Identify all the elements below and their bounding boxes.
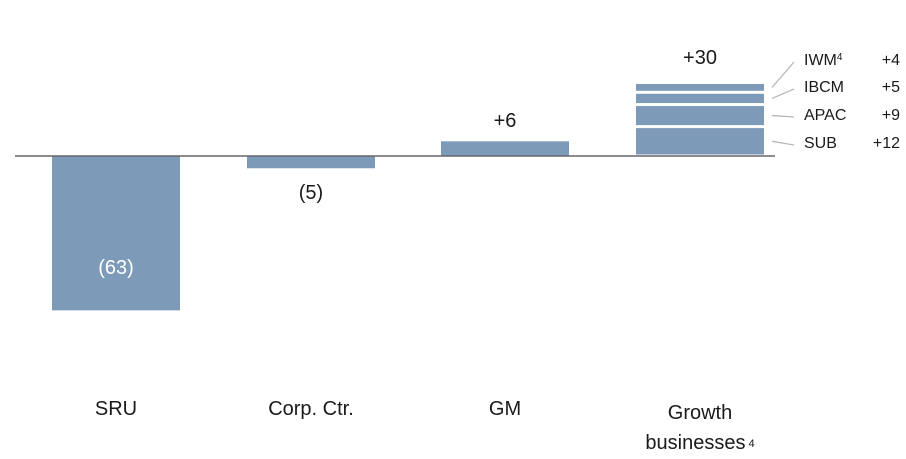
bar-corp-ctr bbox=[247, 156, 375, 169]
category-label-sru: SRU bbox=[94, 398, 138, 420]
segment-value-ibcm: +5 bbox=[881, 79, 900, 96]
leader-line-sub bbox=[771, 140, 795, 146]
value-label-gm: +6 bbox=[493, 110, 517, 133]
category-label-growth-businesses: Growth businesses 4 bbox=[645, 402, 755, 454]
category-label-gm: GM bbox=[488, 398, 522, 420]
bars-layer bbox=[52, 84, 764, 311]
value-label-sru: (63) bbox=[98, 256, 134, 279]
leader-line-apac bbox=[771, 114, 795, 118]
segment-label-ibcm: IBCM bbox=[804, 79, 844, 96]
segment-value-iwm: +4 bbox=[881, 52, 900, 69]
segment-label-sub: SUB bbox=[804, 135, 837, 152]
bar-segment-apac bbox=[636, 106, 764, 126]
segment-value-sub: +12 bbox=[872, 135, 900, 152]
bar-segment-ibcm bbox=[636, 93, 764, 104]
bar-segment-iwm bbox=[636, 84, 764, 91]
leader-line-ibcm bbox=[771, 88, 795, 100]
segment-label-apac: APAC bbox=[804, 107, 847, 124]
bar-gm bbox=[441, 141, 569, 156]
value-label-growth-businesses: +30 bbox=[683, 46, 717, 69]
category-label-corp-ctr: Corp. Ctr. bbox=[268, 398, 354, 420]
footnote-marker: 4 bbox=[748, 438, 755, 450]
footnote-marker: 4 bbox=[836, 52, 843, 63]
value-label-corp-ctr: (5) bbox=[298, 182, 324, 205]
segment-value-apac: +9 bbox=[881, 107, 900, 124]
leader-lines bbox=[771, 61, 795, 146]
bar-sru bbox=[52, 156, 180, 311]
bar-segment-sub bbox=[636, 128, 764, 155]
segment-label-iwm: IWM4 bbox=[804, 52, 843, 69]
leader-line-iwm bbox=[771, 61, 795, 88]
